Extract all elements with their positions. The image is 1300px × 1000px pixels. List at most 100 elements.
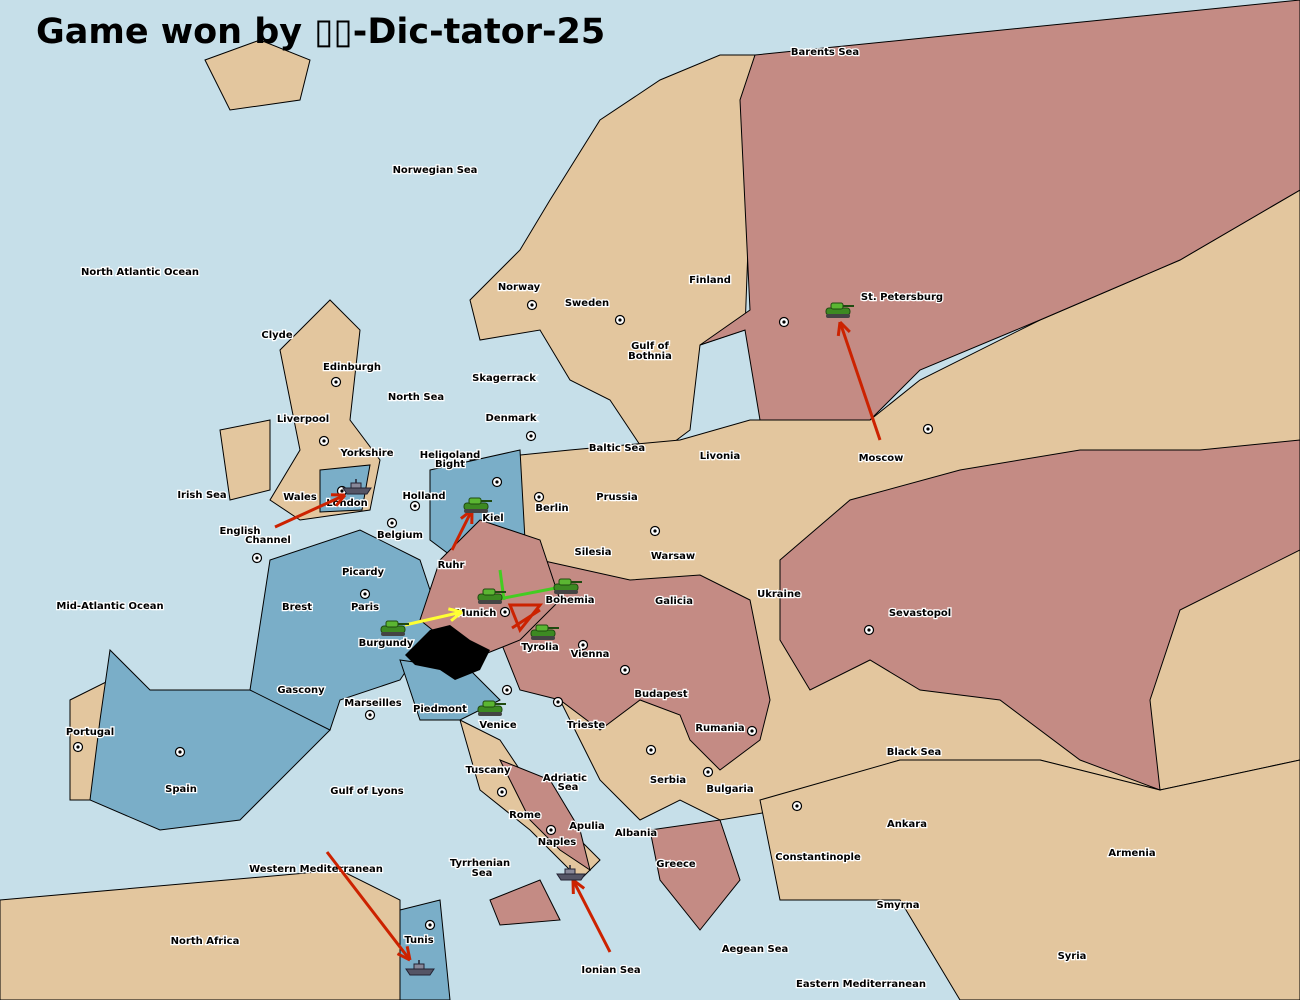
iceland[interactable] <box>204 39 311 111</box>
supply-center-dot-core <box>529 434 533 438</box>
supply-center-dot-core <box>505 688 509 692</box>
province-label: Ionian Sea <box>581 965 640 976</box>
province-label: Venice <box>479 720 516 731</box>
southern-russia[interactable] <box>779 439 1300 791</box>
supply-center-dot-core <box>623 668 627 672</box>
province-label: Armenia <box>1108 848 1155 859</box>
supply-center-dot-core <box>495 480 499 484</box>
failed-order-cross <box>507 603 544 633</box>
move-arrow <box>571 879 612 953</box>
province-label: Picardy <box>342 567 385 578</box>
province-label: Apulia <box>569 821 605 832</box>
northern-russia[interactable] <box>699 0 1300 421</box>
province-label: Silesia <box>575 547 612 558</box>
province-label: Mid-Atlantic Ocean <box>56 601 163 612</box>
destroyed-province-blob <box>405 625 490 680</box>
province-label: Ruhr <box>438 560 465 571</box>
army-tank-icon[interactable] <box>553 578 582 594</box>
province-label: English <box>219 526 260 537</box>
province-label: Portugal <box>66 727 114 738</box>
army-tank-icon[interactable] <box>825 302 854 318</box>
province-label: Trieste <box>567 720 606 731</box>
army-tank-icon[interactable] <box>477 700 506 716</box>
province-label: Berlin <box>535 503 568 514</box>
province-label: Gulf of Lyons <box>330 786 403 797</box>
province-label: Sevastopol <box>889 608 951 619</box>
spain[interactable] <box>89 648 331 831</box>
fleet-ship-icon[interactable] <box>342 479 372 495</box>
southern-italy[interactable] <box>498 759 591 872</box>
supply-center-dot-core <box>322 439 326 443</box>
supply-center-dot-core <box>76 745 80 749</box>
support-arrow-head <box>448 607 463 614</box>
supply-center-dot-core <box>795 804 799 808</box>
greece[interactable] <box>649 819 741 931</box>
supply-center-dot-core <box>653 529 657 533</box>
province-label: Sea <box>558 782 579 793</box>
province-label: Burgundy <box>359 638 414 649</box>
province-label: Constantinople <box>775 852 861 863</box>
province-label: Bight <box>435 459 465 470</box>
support-arrow-head <box>450 610 463 622</box>
province-label: Bulgaria <box>706 784 753 795</box>
ireland[interactable] <box>219 419 271 501</box>
order-arrows <box>274 320 882 962</box>
province-label: Skagerrack <box>472 373 536 384</box>
province-label: Galicia <box>655 596 693 607</box>
province-label: Yorkshire <box>340 448 394 459</box>
province-label: Livonia <box>700 451 740 462</box>
supply-centers <box>72 299 934 931</box>
supply-center-dot-core <box>706 770 710 774</box>
province-label: Barents Sea <box>791 47 859 58</box>
province-label: Norwegian Sea <box>393 165 478 176</box>
province-label: Gascony <box>277 685 325 696</box>
province-label: Greece <box>656 859 696 870</box>
province-label: Rumania <box>695 723 744 734</box>
army-tank-icon[interactable] <box>463 497 492 513</box>
province-labels: Barents Sea Norwegian Sea North Atlantic O… <box>55 46 1157 992</box>
supply-center-dot-core <box>500 790 504 794</box>
sicily[interactable] <box>489 879 561 926</box>
fleet-ship-icon[interactable] <box>405 960 435 976</box>
supply-center-dot-core <box>368 713 372 717</box>
britain[interactable] <box>269 299 381 521</box>
move-arrow-head <box>572 878 586 890</box>
province-label: Liverpool <box>277 414 329 425</box>
province-label: Irish Sea <box>177 490 226 501</box>
province-label: Spain <box>165 784 197 795</box>
supply-center-dot-core <box>867 628 871 632</box>
move-arrow <box>838 321 882 441</box>
supply-center-dot-core <box>556 700 560 704</box>
supply-center-dot-core <box>413 504 417 508</box>
army-tank-icon[interactable] <box>530 624 559 640</box>
austria[interactable] <box>499 559 771 771</box>
province-label: Prussia <box>596 492 637 503</box>
support-arrow <box>404 610 463 627</box>
province-label: North Africa <box>171 936 240 947</box>
supply-center-dot-core <box>340 489 344 493</box>
move-arrow-head <box>396 952 411 962</box>
province-label: Piedmont <box>413 704 467 715</box>
supply-center-dot-core <box>530 303 534 307</box>
province-label: Clyde <box>261 330 292 341</box>
fleet-ship-icon[interactable] <box>556 865 586 881</box>
province-label: Adriatic <box>543 773 587 784</box>
turkey[interactable] <box>759 759 1300 1000</box>
province-label: Moscow <box>859 453 904 464</box>
province-label: Sweden <box>565 298 609 309</box>
support-line <box>503 586 557 600</box>
move-arrow-head <box>838 320 851 334</box>
province-label: Paris <box>351 602 379 613</box>
province-label: Tyrolia <box>521 642 559 653</box>
province-label: Black Sea <box>887 747 942 758</box>
army-tank-icon[interactable] <box>477 588 506 604</box>
province-label: Naples <box>538 837 576 848</box>
province-label: Munich <box>456 608 497 619</box>
army-tank-icon[interactable] <box>380 620 409 636</box>
move-arrow <box>274 493 346 529</box>
supply-center-dot-core <box>549 828 553 832</box>
supply-center-dot-core <box>503 610 507 614</box>
supply-center-dot-core <box>649 748 653 752</box>
